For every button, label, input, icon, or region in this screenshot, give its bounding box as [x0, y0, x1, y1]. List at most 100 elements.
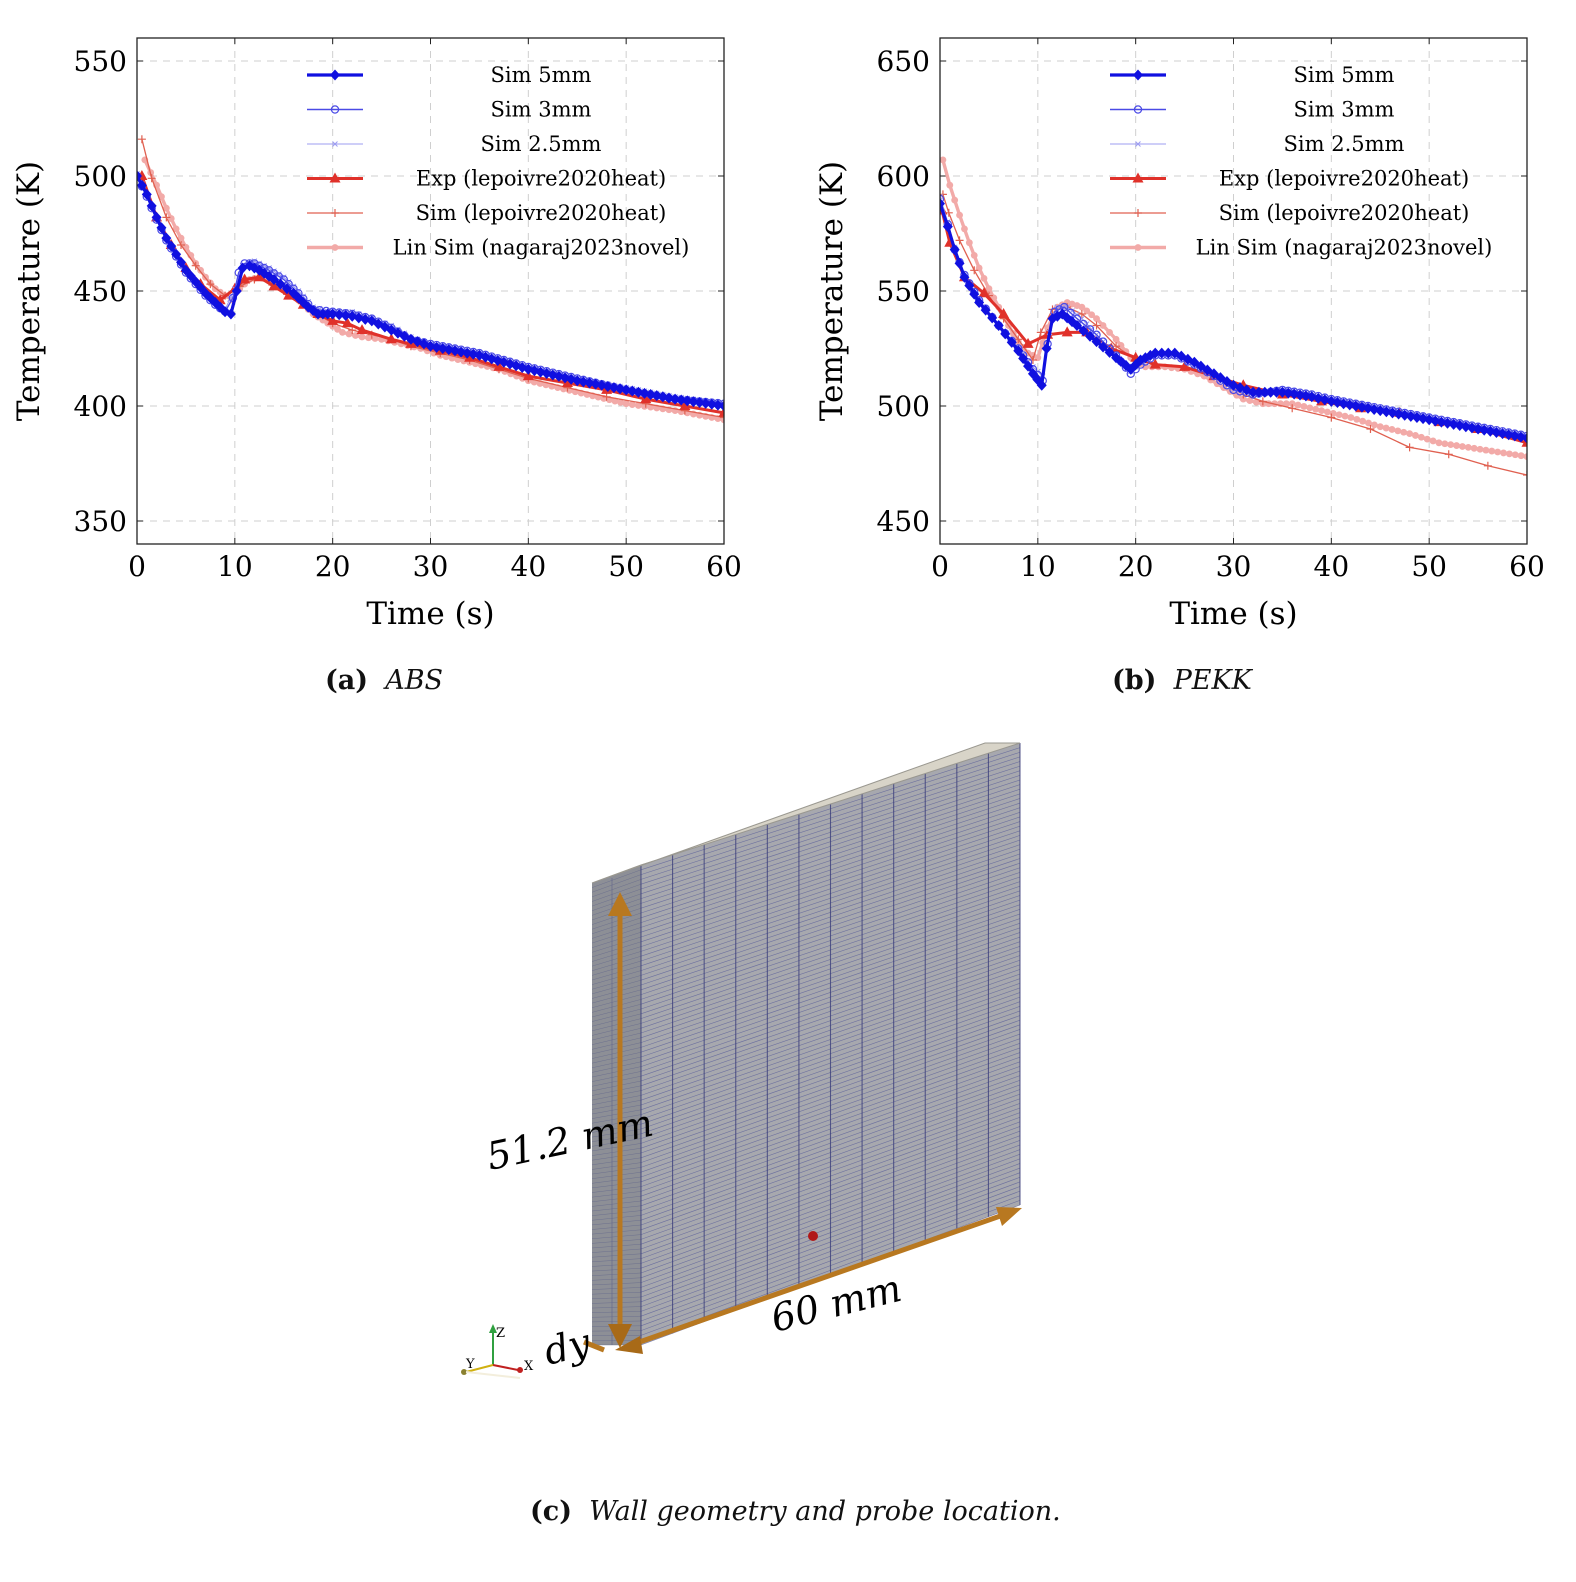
pekk-sim5-point-54 — [1248, 386, 1259, 398]
mesh-side-layer-70 — [591, 1200, 642, 1207]
mesh-side-layer-31 — [591, 1013, 642, 1027]
pekk-ytick-label-650: 650 — [877, 45, 930, 78]
mesh-side-layer-2 — [591, 874, 642, 893]
mesh-side-layer-44 — [591, 1075, 642, 1087]
abs-exp-point-7 — [239, 273, 251, 284]
pekk-linsim-point-29 — [1083, 307, 1091, 315]
abs-simlep-point-0 — [137, 135, 146, 144]
mesh-side-layer-49 — [591, 1099, 642, 1110]
pekk-sim5-point-45 — [1189, 356, 1200, 368]
mesh-side-layer-18 — [591, 951, 642, 967]
pekk-simlep-point-11 — [1077, 310, 1086, 318]
pekk-sim5-point-32 — [1115, 356, 1126, 368]
pekk-sim5-point-40 — [1156, 347, 1167, 359]
pekk-sim5-point-86 — [1442, 417, 1453, 429]
abs-ylabel: Temperature (K) — [11, 161, 47, 421]
pekk-sim5-point-41 — [1163, 347, 1174, 359]
pekk-exp-point-7 — [1061, 326, 1073, 337]
mesh-side-layer-85 — [591, 1272, 642, 1276]
abs-legend-label-exp: Exp (lepoivre2020heat) — [416, 167, 666, 191]
pekk-linsim-point-30 — [1088, 311, 1096, 319]
pekk-sim5-point-30 — [1104, 346, 1115, 358]
mesh-side-layer-25 — [591, 984, 642, 999]
mesh-side-layer-33 — [591, 1023, 642, 1036]
mesh-side-layer-57 — [591, 1138, 642, 1147]
pekk-ytick-label-500: 500 — [877, 390, 930, 423]
abs-linsim-point-102 — [720, 416, 724, 424]
abs-legend-label-sim5: Sim 5mm — [491, 63, 592, 87]
pekk-exp-point-12 — [1179, 360, 1191, 371]
pekk-linsim-point-96 — [1482, 446, 1490, 454]
caption-a: (a) ABS — [325, 665, 443, 696]
abs-xlabel: Time (s) — [366, 596, 494, 632]
pekk-linsim-point-101 — [1511, 451, 1519, 459]
pekk-sim5-point-62 — [1295, 389, 1306, 401]
pekk-xlabel: Time (s) — [1169, 596, 1297, 632]
pekk-sim25-point-0 — [940, 193, 943, 200]
pekk-sim5-point-9 — [987, 312, 998, 324]
abs-exp-point-24 — [640, 393, 652, 404]
abs-ytick-label-400: 400 — [74, 390, 127, 423]
pekk-sim5-point-88 — [1454, 420, 1465, 432]
pekk-linsim-point-33 — [1106, 329, 1113, 336]
pekk-sim5-point-97 — [1509, 430, 1520, 442]
pekk-linsim-point-71 — [1335, 411, 1343, 419]
abs-exp-point-8 — [253, 271, 265, 282]
mesh-side-layer-20 — [591, 960, 642, 976]
pekk-legend-label-sim3: Sim 3mm — [1294, 98, 1395, 122]
probe-marker — [808, 1231, 818, 1241]
mesh-side-layer-12 — [591, 922, 642, 939]
mesh-side-layer-59 — [591, 1147, 642, 1156]
abs-sim5-point-43 — [360, 313, 371, 325]
mesh-side-layer-53 — [591, 1119, 642, 1129]
pekk-simlep-point-12 — [1092, 321, 1101, 330]
mesh-side-layer-92 — [591, 1306, 642, 1309]
pekk-xtick-label-40: 40 — [1314, 550, 1350, 583]
abs-linsim-point-88 — [634, 402, 642, 409]
pekk-sim5-point-29 — [1098, 341, 1109, 353]
pekk-linsim-point-99 — [1500, 449, 1507, 457]
abs-linsim-point-7 — [177, 234, 185, 242]
pekk-linsim-point-5 — [965, 239, 973, 247]
pekk-linsim-point-79 — [1382, 424, 1390, 432]
pekk-sim5-point-71 — [1350, 400, 1361, 412]
abs-sim5-point-0 — [137, 170, 142, 182]
pekk-linsim-point-63 — [1288, 400, 1296, 408]
pekk-simlep-point-23 — [1405, 443, 1414, 452]
abs-exp-point-16 — [385, 333, 397, 344]
pekk-linsim-point-34 — [1112, 335, 1120, 343]
abs-exp-point-14 — [341, 317, 353, 328]
abs-sim5-point-84 — [615, 383, 626, 395]
wall-geometry-figure: 51.2 mm 60 mm dy Z X Y — [461, 742, 1022, 1379]
pekk-linsim-point-74 — [1353, 415, 1361, 423]
pekk-exp-point-4 — [998, 308, 1010, 318]
mesh-side-layer-94 — [591, 1315, 642, 1318]
abs-xtick-label-20: 20 — [315, 550, 351, 583]
pekk-sim5-point-91 — [1473, 423, 1484, 435]
mesh-side-layer-16 — [591, 941, 642, 958]
mesh-side-layer-19 — [591, 955, 642, 972]
pekk-linsim-point-87 — [1429, 437, 1437, 445]
abs-exp-point-21 — [522, 370, 534, 381]
abs-linsim-point-44 — [371, 335, 379, 342]
pekk-simlep-point-25 — [1483, 461, 1492, 470]
pekk-ytick-label-550: 550 — [877, 275, 930, 308]
pekk-linsim-point-8 — [980, 274, 988, 282]
abs-sim5-point-83 — [608, 382, 619, 394]
abs-grid — [137, 38, 724, 544]
pekk-sim5-point-6 — [969, 288, 980, 300]
pekk-simlep-point-20 — [1288, 404, 1297, 413]
pekk-linsim-point-1 — [946, 181, 954, 189]
caption-a-text: ABS — [385, 665, 444, 696]
mesh-side-layer-77 — [591, 1234, 642, 1239]
pekk-linsim-point-103 — [1523, 453, 1527, 460]
mesh-side-layer-83 — [591, 1263, 642, 1267]
axis-y-label: Y — [465, 1357, 475, 1372]
pekk-sim5-point-2 — [949, 244, 960, 256]
mesh-side-layer-21 — [591, 965, 642, 981]
abs-sim5-point-57 — [449, 345, 460, 357]
pekk-linsim-point-100 — [1505, 450, 1513, 458]
abs-sim5-point-90 — [651, 390, 662, 402]
abs-linsim-point-6 — [172, 225, 180, 233]
abs-legend-label-sim25: Sim 2.5mm — [481, 132, 602, 156]
